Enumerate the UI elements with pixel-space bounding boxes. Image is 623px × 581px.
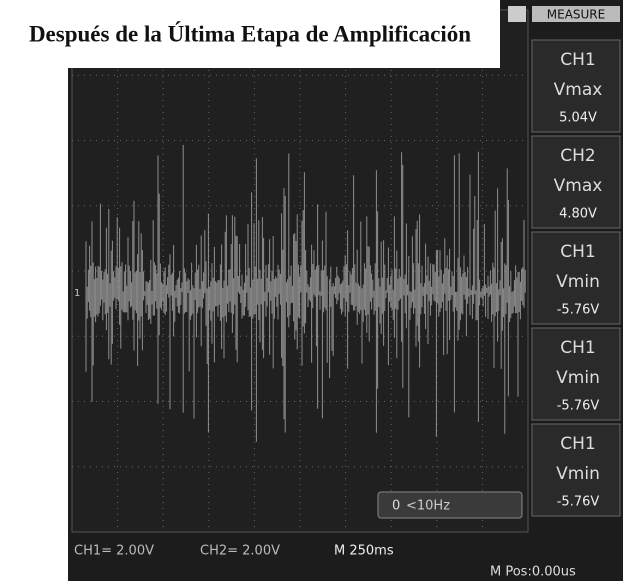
trigger-box xyxy=(377,491,523,519)
measure-icon xyxy=(508,6,526,22)
measure-channel: CH1 xyxy=(560,434,595,454)
measure-channel: CH1 xyxy=(560,242,595,262)
title-box xyxy=(0,0,500,68)
measure-label: Vmin xyxy=(556,464,600,484)
measure-header: MEASURE xyxy=(547,8,605,22)
measure-label: Vmin xyxy=(556,368,600,388)
status-ch1: CH1= 2.00V xyxy=(74,544,154,559)
grid xyxy=(72,10,528,532)
measure-item-box xyxy=(531,231,621,325)
measure-label: Vmin xyxy=(556,272,600,292)
measure-channel: CH1 xyxy=(560,50,595,70)
measure-item-box xyxy=(531,135,621,229)
measure-item-box xyxy=(531,39,621,133)
measure-value: -5.76V xyxy=(557,495,600,510)
measure-label: Vmax xyxy=(554,80,603,100)
measure-item-box xyxy=(531,327,621,421)
trigger-icon: 0 xyxy=(392,499,400,514)
status-time: M 250ms xyxy=(334,544,394,559)
measure-panel: CH1 Vmax 5.04V CH2 Vmax 4.80V CH1 Vmin -5.76V CH1… xyxy=(531,39,621,517)
status-ch2: CH2= 2.00V xyxy=(200,544,280,559)
trigger-text: <10Hz xyxy=(406,499,450,514)
measure-label: Vmax xyxy=(554,176,603,196)
measure-item-box xyxy=(531,423,621,517)
measure-channel: CH1 xyxy=(560,338,595,358)
waveform xyxy=(85,144,526,442)
channel-marker: 1 xyxy=(74,288,80,299)
measure-header-box xyxy=(532,6,620,22)
measure-value: 5.04V xyxy=(559,111,597,126)
waveform-trace xyxy=(85,144,526,442)
measure-value: -5.76V xyxy=(557,399,600,414)
measure-value: 4.80V xyxy=(559,207,597,222)
title: Después de la Última Etapa de Amplificac… xyxy=(29,21,471,46)
measure-channel: CH2 xyxy=(560,146,595,166)
status-pos: M Pos:0.00us xyxy=(490,565,576,580)
measure-value: -5.76V xyxy=(557,303,600,318)
